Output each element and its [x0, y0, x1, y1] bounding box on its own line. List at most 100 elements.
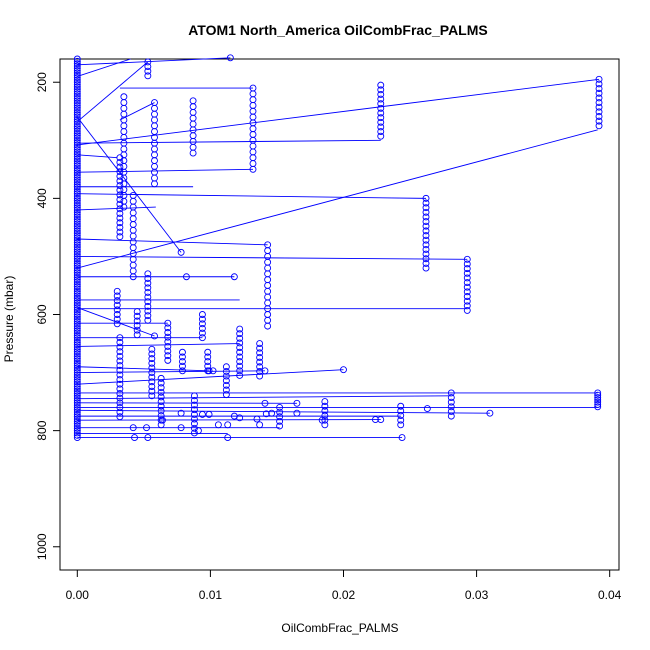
- data-point: [377, 114, 385, 122]
- data-point: [157, 398, 165, 406]
- data-point: [116, 362, 124, 370]
- data-point: [214, 421, 222, 429]
- data-point: [276, 403, 284, 411]
- data-point: [120, 203, 128, 211]
- data-point: [276, 417, 284, 425]
- data-point: [377, 118, 385, 126]
- data-point: [151, 162, 158, 170]
- data-point: [268, 409, 276, 417]
- data-point: [73, 67, 81, 75]
- y-tick-label: 1000: [35, 533, 49, 560]
- data-point: [73, 106, 81, 114]
- data-point: [340, 366, 347, 374]
- data-point: [463, 288, 471, 296]
- data-point: [164, 333, 172, 341]
- data-point: [116, 403, 124, 411]
- data-point: [73, 369, 81, 377]
- data-point: [463, 255, 471, 263]
- data-point: [198, 329, 206, 337]
- data-point: [397, 421, 405, 429]
- data-point: [73, 329, 81, 337]
- data-point: [73, 359, 81, 367]
- data-point: [73, 211, 81, 219]
- data-point: [422, 218, 430, 226]
- data-point: [73, 213, 81, 221]
- data-point: [120, 145, 128, 153]
- data-point: [129, 221, 137, 228]
- data-point: [73, 276, 81, 284]
- data-point: [113, 297, 121, 305]
- y-tick-label: 800: [35, 420, 49, 440]
- data-point: [595, 94, 603, 102]
- data-point: [113, 292, 121, 300]
- data-point: [224, 421, 232, 429]
- data-point: [116, 223, 124, 231]
- data-point: [249, 90, 257, 98]
- data-point: [133, 326, 141, 334]
- data-point: [120, 104, 128, 112]
- data-point: [73, 92, 81, 100]
- data-point: [148, 350, 156, 358]
- data-point: [222, 367, 230, 375]
- data-point: [73, 208, 81, 216]
- data-point: [151, 180, 158, 188]
- data-point: [157, 393, 165, 401]
- data-point: [422, 199, 430, 207]
- data-point: [236, 330, 244, 338]
- data-point: [190, 396, 198, 404]
- data-point: [131, 434, 138, 442]
- data-point: [422, 246, 430, 253]
- data-point: [595, 99, 603, 107]
- data-point: [73, 429, 81, 437]
- series-line-segment: [77, 366, 210, 372]
- data-point: [276, 413, 284, 421]
- data-point: [178, 367, 186, 375]
- data-point: [148, 364, 156, 372]
- data-point: [157, 421, 165, 429]
- data-point: [129, 244, 137, 252]
- data-point: [73, 232, 81, 239]
- data-point: [73, 194, 81, 202]
- data-point: [276, 408, 284, 416]
- data-point: [144, 302, 152, 310]
- data-point: [73, 246, 81, 253]
- data-point: [595, 80, 603, 88]
- data-point: [73, 422, 81, 430]
- data-point: [73, 403, 81, 411]
- data-point: [321, 407, 329, 415]
- data-point: [73, 76, 81, 84]
- data-point: [73, 113, 81, 121]
- data-point: [73, 190, 81, 198]
- data-point: [189, 120, 197, 128]
- series-line-segment: [77, 402, 297, 404]
- data-point: [224, 434, 232, 442]
- data-point: [73, 294, 81, 302]
- data-point: [116, 163, 124, 171]
- data-point: [151, 332, 158, 340]
- data-point: [198, 311, 206, 318]
- data-point: [113, 315, 121, 323]
- data-point: [151, 128, 158, 136]
- data-point: [73, 69, 81, 77]
- data-point: [249, 131, 257, 138]
- data-point: [73, 413, 81, 421]
- data-point: [148, 359, 156, 367]
- data-point: [595, 75, 603, 83]
- data-point: [116, 334, 124, 342]
- x-tick-label: 0.01: [199, 588, 223, 602]
- data-point: [73, 90, 81, 98]
- data-point: [73, 78, 81, 86]
- data-point: [144, 307, 152, 315]
- data-point: [73, 57, 81, 65]
- data-point: [264, 247, 272, 255]
- data-point: [73, 85, 81, 93]
- x-tick-label: 0.03: [465, 588, 489, 602]
- data-point: [422, 208, 430, 216]
- data-point: [422, 236, 430, 244]
- data-point: [190, 406, 198, 414]
- data-point: [249, 148, 257, 156]
- data-point: [236, 339, 244, 347]
- data-point: [264, 282, 272, 289]
- data-point: [293, 409, 301, 417]
- data-point: [264, 316, 272, 324]
